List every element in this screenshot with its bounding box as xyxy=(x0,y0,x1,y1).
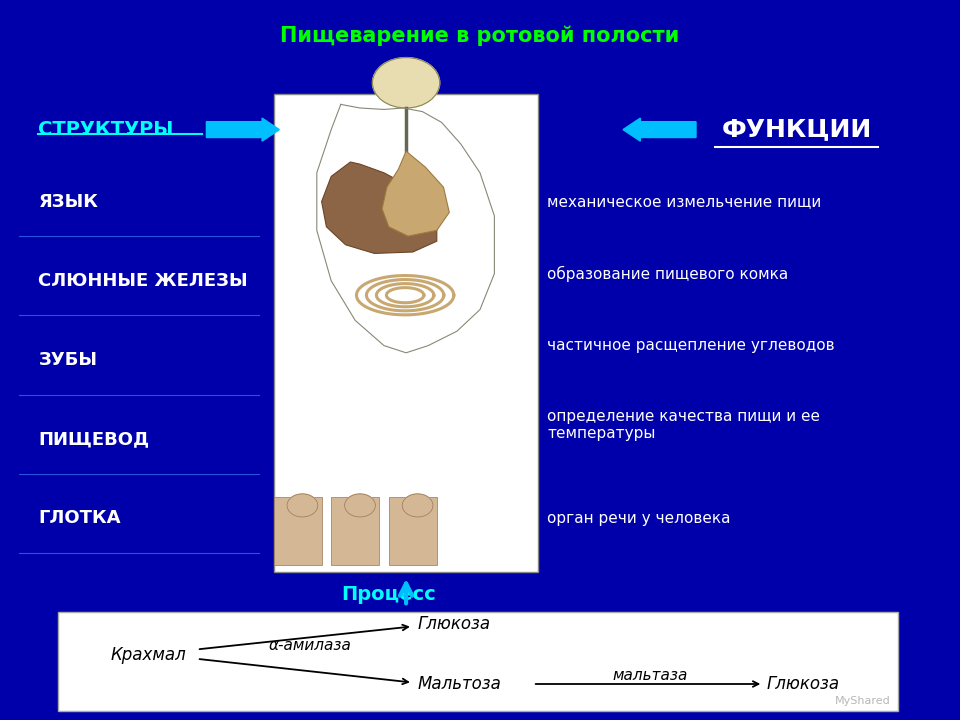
Text: ЗУБЫ: ЗУБЫ xyxy=(38,351,97,369)
Circle shape xyxy=(402,494,433,517)
Text: мальтаза: мальтаза xyxy=(612,668,688,683)
Circle shape xyxy=(287,494,318,517)
Text: Крахмал: Крахмал xyxy=(110,647,186,664)
FancyArrow shape xyxy=(623,118,696,141)
FancyBboxPatch shape xyxy=(389,497,437,565)
Text: Глюкоза: Глюкоза xyxy=(766,675,839,693)
Circle shape xyxy=(345,494,375,517)
Text: Глюкоза: Глюкоза xyxy=(418,615,491,634)
Text: ПИЩЕВОД: ПИЩЕВОД xyxy=(38,431,150,448)
Text: α-амилаза: α-амилаза xyxy=(269,639,351,653)
Polygon shape xyxy=(322,162,437,253)
Text: определение качества пищи и ее
температуры: определение качества пищи и ее температу… xyxy=(547,409,820,441)
Text: СЛЮННЫЕ ЖЕЛЕЗЫ: СЛЮННЫЕ ЖЕЛЕЗЫ xyxy=(38,272,248,290)
Text: механическое измельчение пищи: механическое измельчение пищи xyxy=(547,194,822,209)
Text: ГЛОТКА: ГЛОТКА xyxy=(38,510,121,527)
Text: СТРУКТУРЫ: СТРУКТУРЫ xyxy=(38,120,174,139)
Text: MyShared: MyShared xyxy=(835,696,891,706)
Text: Процесс: Процесс xyxy=(341,585,436,603)
Polygon shape xyxy=(382,151,449,236)
Text: Мальтоза: Мальтоза xyxy=(418,675,501,693)
FancyBboxPatch shape xyxy=(58,612,898,711)
FancyArrow shape xyxy=(206,118,279,141)
Circle shape xyxy=(372,58,440,108)
Text: ФУНКЦИИ: ФУНКЦИИ xyxy=(722,117,872,142)
Text: частичное расщепление углеводов: частичное расщепление углеводов xyxy=(547,338,835,353)
FancyBboxPatch shape xyxy=(274,497,322,565)
FancyBboxPatch shape xyxy=(274,94,538,572)
Text: образование пищевого комка: образование пищевого комка xyxy=(547,266,788,282)
FancyBboxPatch shape xyxy=(331,497,379,565)
Text: Пищеварение в ротовой полости: Пищеварение в ротовой полости xyxy=(280,25,680,45)
Text: ЯЗЫК: ЯЗЫК xyxy=(38,193,98,211)
Text: орган речи у человека: орган речи у человека xyxy=(547,511,731,526)
